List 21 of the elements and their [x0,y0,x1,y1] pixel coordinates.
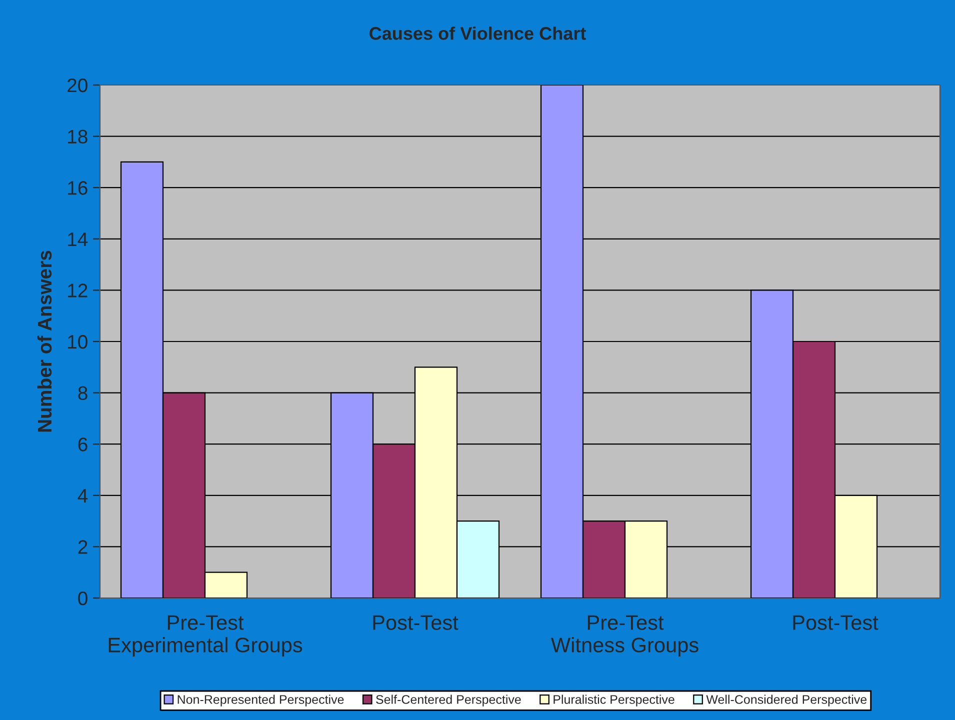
y-tick-label: 20 [68,78,88,92]
x-tick-label: Post-Test [793,615,878,630]
y-tick-label: 4 [78,489,88,502]
y-tick-label: 18 [68,130,88,144]
y-tick-label: 12 [68,284,88,298]
y-axis-title: Number of Answers [37,250,52,432]
legend-label: Pluralistic Perspective [554,694,674,706]
legend-label: Well-Considered Perspective [706,694,867,706]
y-tick-label: 16 [68,181,88,195]
y-tick-label: 10 [68,334,88,349]
x-tick-label: Pre-Test Experimental Groups [108,615,302,657]
y-tick-label: 2 [78,540,88,554]
chart-title: Causes of Violence Chart [370,26,586,40]
y-tick-label: 14 [68,232,88,246]
legend-label: Self-Centered Perspective [376,694,521,706]
y-tick-label: 8 [78,386,88,400]
x-tick-label: Pre-Test Witness Groups [551,615,698,657]
legend-label: Non-Represented Perspective [178,694,344,706]
y-tick-label: 0 [78,591,88,606]
y-tick-label: 6 [78,438,88,452]
x-tick-label: Post-Test [373,615,458,630]
